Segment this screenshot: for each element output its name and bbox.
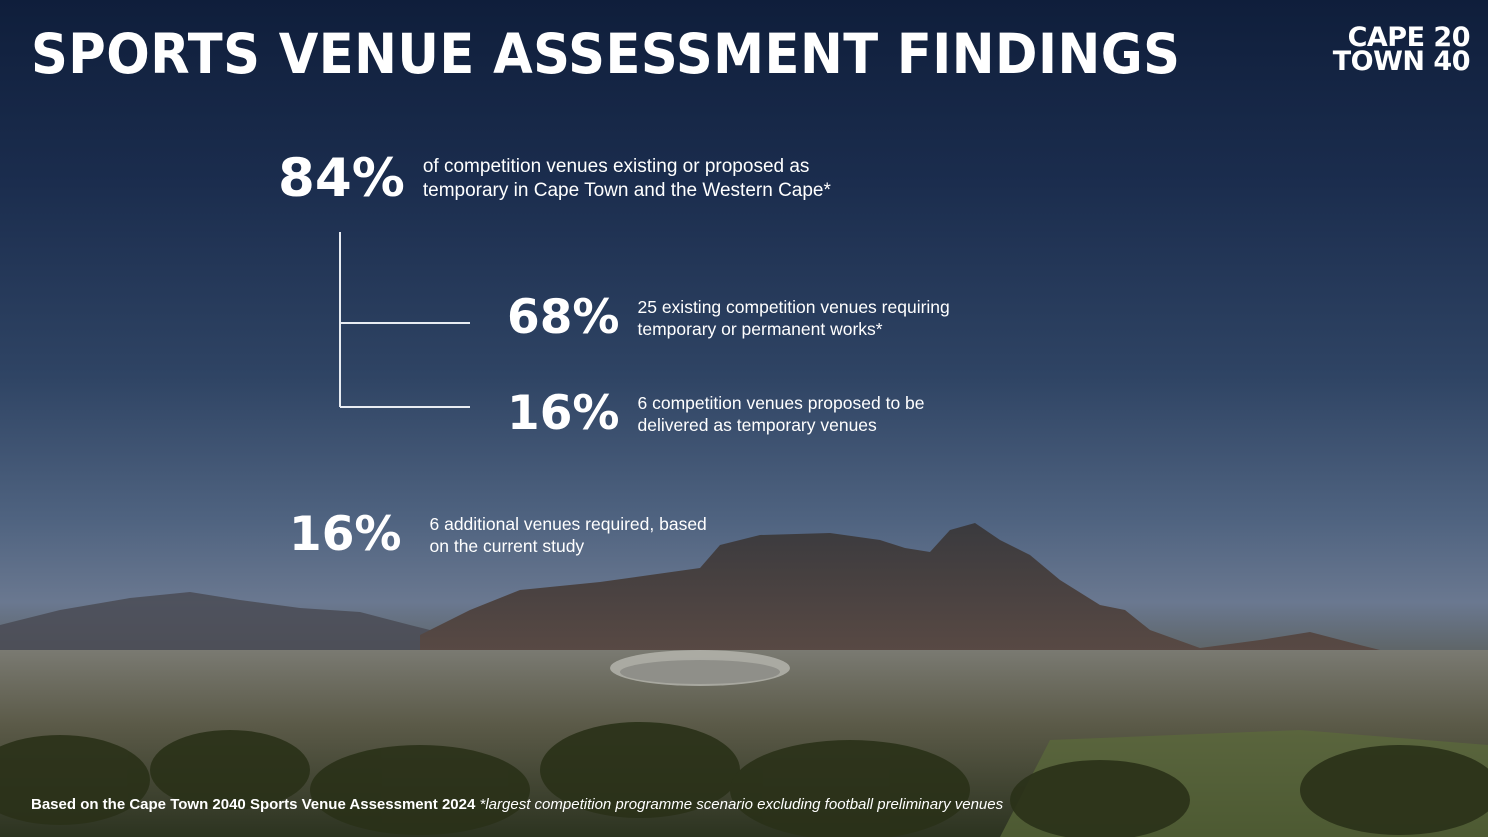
footer-source-note: Based on the Cape Town 2040 Sports Venue… [31,796,1003,813]
stat-extra-value: 16% [289,507,402,562]
footer-source: Based on the Cape Town 2040 Sports Venue… [31,796,476,813]
logo-line-1: CAPE 20 [1347,22,1471,53]
cape-town-2040-logo: CAPE 20 TOWN 40 [1332,22,1471,77]
stat-main-value: 84% [278,148,405,209]
stat-main-line-2: temporary in Cape Town and the Western C… [422,179,831,201]
bracket-connector [339,232,470,408]
stat-sub-1-line-2: temporary or permanent works* [637,318,883,339]
stat-main-line-1: of competition venues existing or propos… [422,155,810,177]
stat-extra-line-1: 6 additional venues required, based [429,513,707,534]
stat-extra-description: 6 additional venues required, based on t… [430,513,707,557]
stat-sub-1-line-1: 25 existing competition venues requiring [637,296,950,317]
stat-sub-2-description: 6 competition venues proposed to be deli… [638,392,925,436]
footer-footnote: *largest competition programme scenario … [479,796,1004,813]
logo-line-2: TOWN 40 [1332,46,1471,77]
page-title: SPORTS VENUE ASSESSMENT FINDINGS [31,22,1181,86]
stat-sub-2-line-1: 6 competition venues proposed to be [637,392,925,413]
stat-main-description: of competition venues existing or propos… [423,155,831,203]
stat-sub-2-value: 16% [507,386,620,441]
stat-main: 84% of competition venues existing or pr… [278,152,831,205]
stat-sub-1-value: 68% [507,290,620,345]
stat-sub-2-line-2: delivered as temporary venues [637,414,877,435]
stat-extra: 16% 6 additional venues required, based … [289,511,707,558]
stat-sub-1: 68% 25 existing competition venues requi… [507,294,950,341]
stat-sub-2: 16% 6 competition venues proposed to be … [507,390,925,437]
stat-sub-1-description: 25 existing competition venues requiring… [638,296,950,340]
stat-extra-line-2: on the current study [429,535,585,556]
